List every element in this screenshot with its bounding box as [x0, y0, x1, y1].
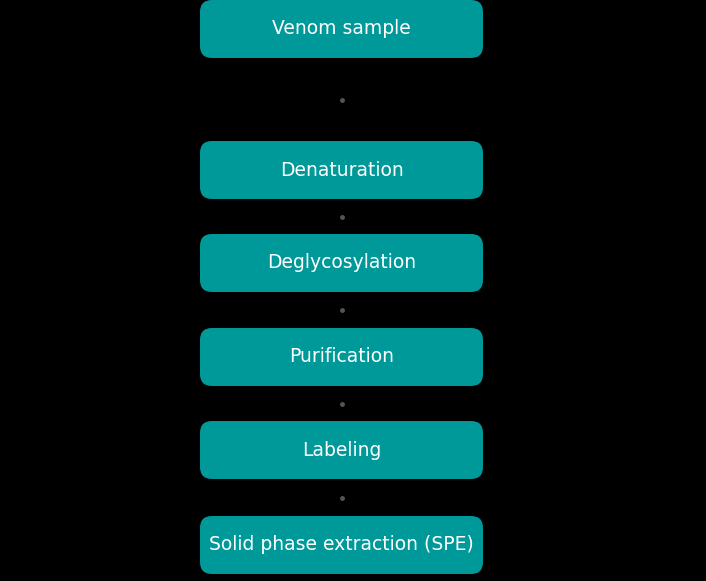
Text: Denaturation: Denaturation	[280, 160, 403, 180]
Text: Purification: Purification	[289, 347, 394, 367]
Text: Labeling: Labeling	[301, 440, 381, 460]
FancyBboxPatch shape	[200, 234, 483, 292]
Text: Solid phase extraction (SPE): Solid phase extraction (SPE)	[209, 536, 474, 554]
FancyBboxPatch shape	[200, 0, 483, 58]
FancyBboxPatch shape	[200, 328, 483, 386]
FancyBboxPatch shape	[200, 141, 483, 199]
FancyBboxPatch shape	[200, 516, 483, 574]
Text: Venom sample: Venom sample	[272, 20, 411, 38]
Text: Deglycosylation: Deglycosylation	[267, 253, 416, 272]
FancyBboxPatch shape	[200, 421, 483, 479]
